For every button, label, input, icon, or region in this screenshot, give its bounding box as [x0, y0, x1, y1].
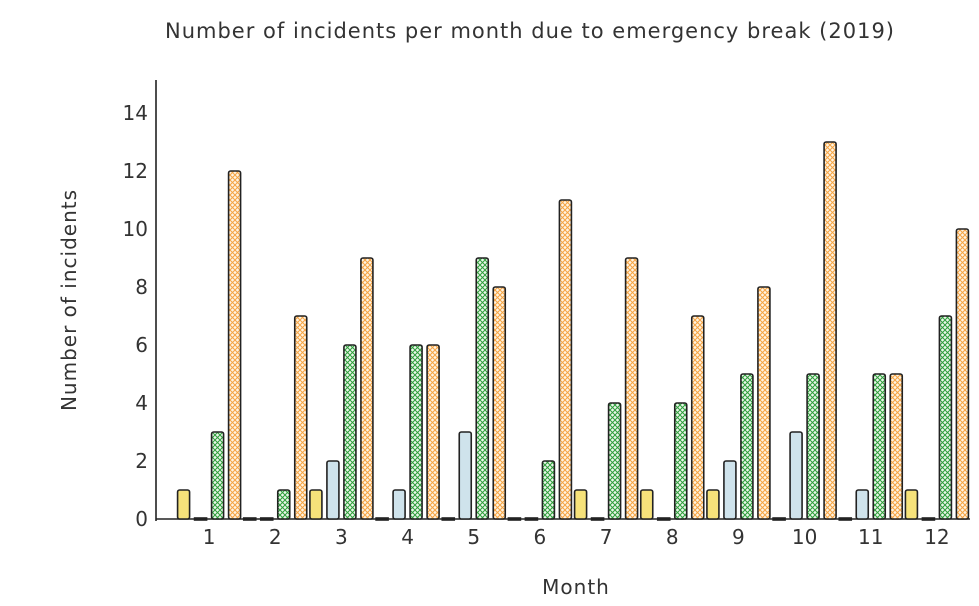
bar — [524, 517, 539, 521]
bar — [360, 257, 374, 520]
bar — [855, 489, 870, 520]
x-tick-label: 1 — [203, 525, 216, 549]
bar — [458, 431, 473, 520]
y-tick-label: 8 — [135, 275, 148, 299]
bar — [690, 315, 705, 520]
bar — [872, 373, 887, 520]
bar — [210, 431, 225, 520]
bar — [441, 517, 456, 521]
y-tick-label: 10 — [123, 217, 148, 241]
bar — [309, 489, 323, 520]
x-tick-label: 4 — [401, 525, 414, 549]
bar — [343, 344, 357, 520]
bar — [938, 315, 953, 520]
y-tick-label: 0 — [135, 507, 148, 531]
bar — [392, 489, 406, 520]
bar — [740, 373, 754, 520]
bar — [259, 517, 274, 521]
bar — [656, 517, 671, 521]
bar — [789, 431, 803, 520]
x-axis-label: Month — [542, 575, 610, 599]
x-tick-label: 8 — [666, 525, 679, 549]
bar — [607, 402, 622, 520]
x-tick-label: 3 — [335, 525, 348, 549]
bar — [492, 286, 507, 520]
x-tick-label: 2 — [269, 525, 282, 549]
bar — [409, 344, 423, 520]
y-axis-label: Number of incidents — [57, 189, 81, 411]
bar — [806, 373, 820, 520]
x-tick-label: 7 — [600, 525, 613, 549]
bar — [639, 489, 654, 520]
x-tick-label: 10 — [792, 525, 817, 549]
bar — [475, 257, 490, 520]
bar — [772, 517, 786, 521]
y-tick-label: 14 — [123, 101, 148, 125]
bar — [823, 141, 837, 520]
bar — [242, 517, 257, 521]
y-tick-label: 2 — [135, 449, 148, 473]
bar — [706, 489, 720, 520]
bar — [227, 170, 242, 520]
bar — [838, 517, 853, 521]
bar — [955, 228, 970, 520]
bar — [375, 517, 389, 521]
bar — [558, 199, 573, 520]
bar — [624, 257, 639, 520]
bar — [590, 517, 605, 521]
bars — [176, 141, 970, 521]
y-tick-label: 4 — [135, 391, 148, 415]
y-tick-label: 6 — [135, 333, 148, 357]
bar — [904, 489, 919, 520]
bar — [723, 460, 737, 520]
bar — [757, 286, 771, 520]
x-tick-label: 11 — [858, 525, 883, 549]
x-tick-label: 12 — [924, 525, 949, 549]
bar — [921, 517, 936, 521]
x-tick-label: 5 — [467, 525, 480, 549]
chart-title: Number of incidents per month due to eme… — [165, 19, 895, 43]
bar — [426, 344, 440, 520]
bar — [507, 517, 522, 521]
x-tick-label: 9 — [732, 525, 745, 549]
bar — [573, 489, 588, 520]
y-tick-labels: 0 2 4 6 8 10 12 14 — [123, 101, 148, 531]
x-tick-label: 6 — [534, 525, 547, 549]
bar — [193, 517, 208, 521]
bar — [293, 315, 308, 520]
bar — [326, 460, 340, 520]
bar — [541, 460, 556, 520]
x-tick-labels: 1 2 3 4 5 6 7 8 9 10 11 12 — [203, 525, 950, 549]
bar — [673, 402, 688, 520]
bar — [276, 489, 291, 520]
bar — [889, 373, 904, 520]
y-tick-label: 12 — [123, 159, 148, 183]
bar — [176, 489, 191, 520]
